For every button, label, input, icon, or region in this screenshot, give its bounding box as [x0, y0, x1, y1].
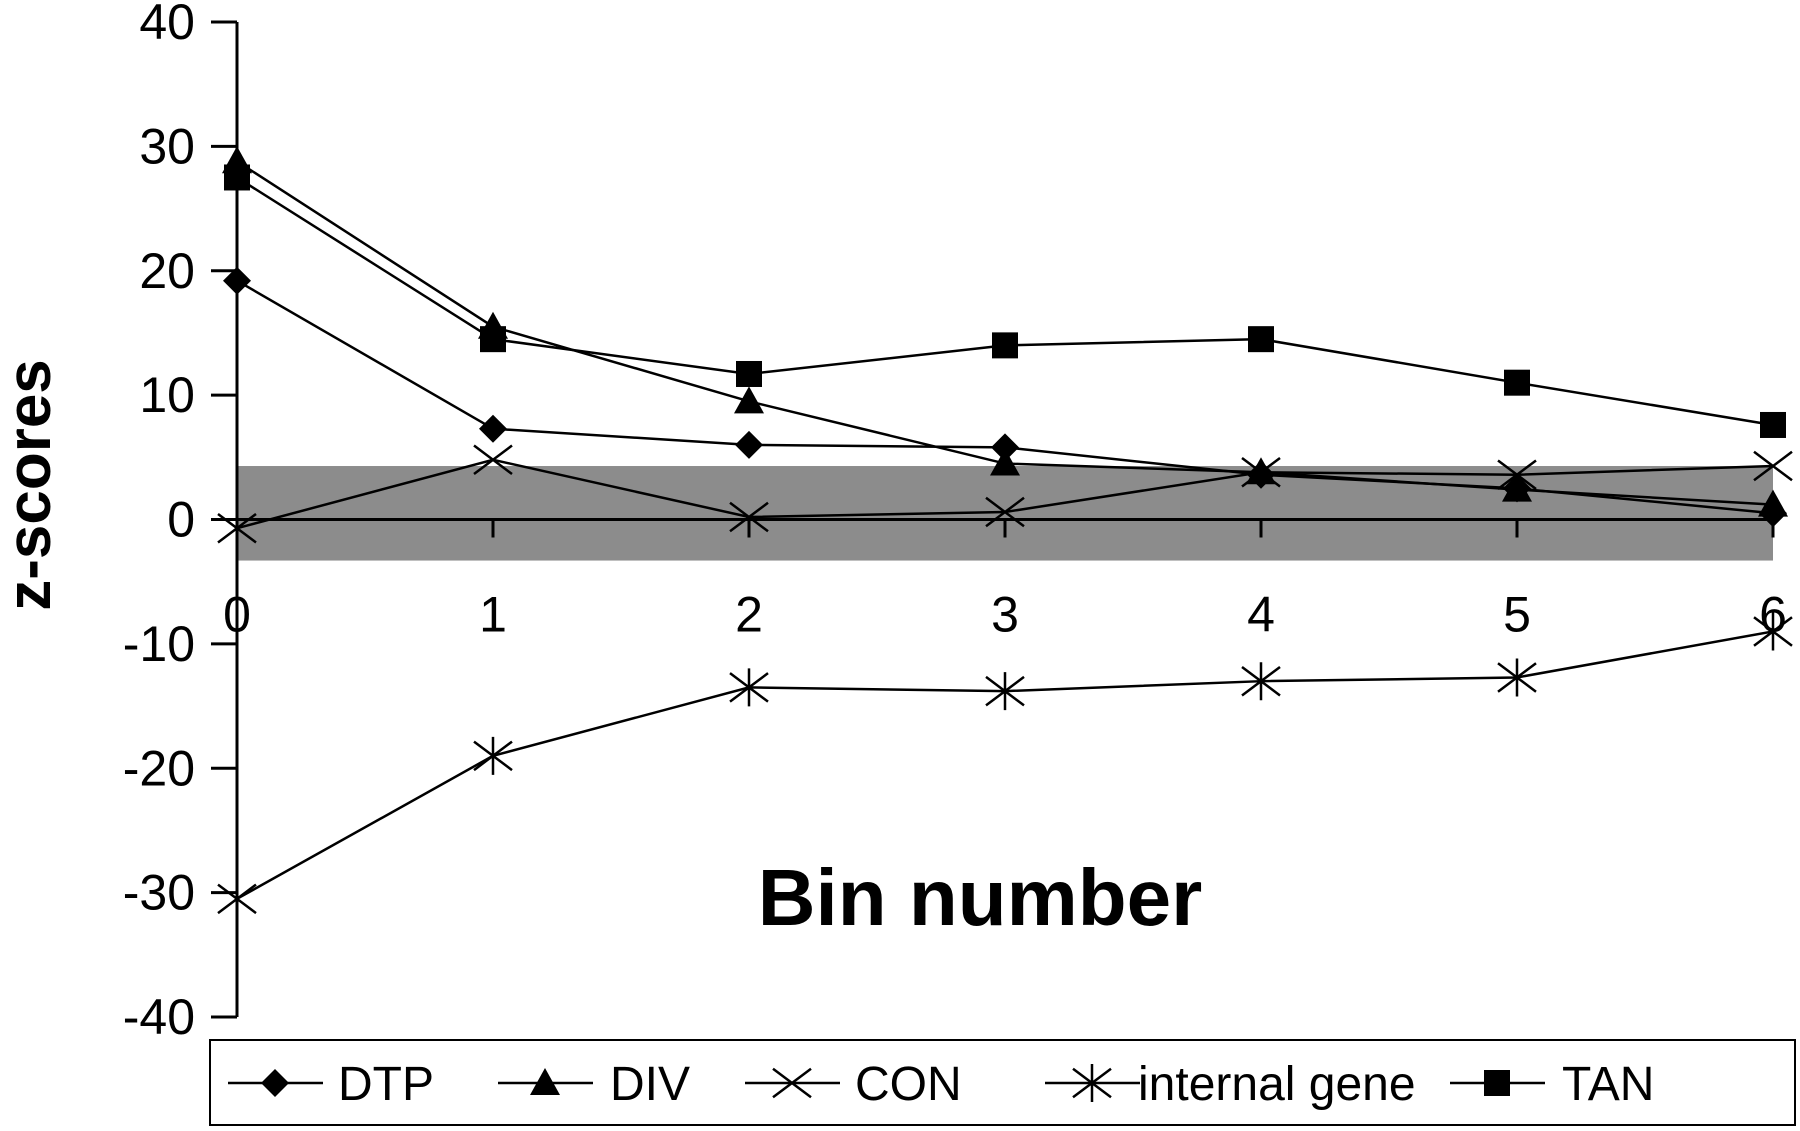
legend-marker-dtp — [261, 1069, 289, 1097]
data-point-con — [729, 501, 769, 533]
legend-label-con: CON — [855, 1058, 962, 1111]
y-tick-label: 30 — [139, 118, 195, 174]
legend-marker-tan — [1484, 1070, 1510, 1096]
data-point-tan — [1504, 369, 1530, 396]
y-tick-label: 40 — [139, 0, 195, 50]
data-point-div — [990, 448, 1020, 476]
x-tick-label: 2 — [735, 587, 763, 643]
legend-marker-con — [772, 1067, 812, 1099]
x-tick-label: 1 — [479, 587, 507, 643]
data-point-con — [1241, 456, 1281, 488]
data-point-div — [1502, 474, 1532, 502]
legend-label-div: DIV — [610, 1058, 690, 1111]
data-point-internal-gene — [985, 672, 1025, 711]
y-axis-title: z-scores — [0, 359, 64, 611]
data-point-internal-gene — [729, 668, 769, 707]
series-layer — [217, 146, 1793, 918]
x-tick-label: 0 — [223, 587, 251, 643]
legend-label-dtp: DTP — [338, 1058, 434, 1111]
data-point-tan — [1248, 326, 1274, 353]
data-point-tan — [480, 326, 506, 353]
legend-marker-internal-gene — [1072, 1064, 1112, 1102]
data-point-con — [473, 444, 513, 476]
data-point-con — [1497, 459, 1537, 490]
data-point-tan — [992, 332, 1018, 359]
x-tick-label: 4 — [1247, 587, 1275, 643]
x-tick-label: 5 — [1503, 587, 1531, 643]
legend-label-internal-gene: internal gene — [1138, 1058, 1416, 1111]
y-tick-label: 0 — [167, 492, 195, 548]
legend-item-internal-gene: internal gene — [1045, 1058, 1416, 1111]
data-point-dtp — [223, 266, 251, 295]
series-tan — [224, 164, 1786, 438]
legend-box — [209, 1039, 1796, 1126]
data-point-dtp — [479, 414, 507, 443]
y-tick-label: -40 — [123, 989, 195, 1045]
data-point-dtp — [735, 430, 763, 459]
data-point-internal-gene — [1753, 612, 1793, 651]
data-point-div — [734, 386, 764, 414]
data-point-con — [217, 512, 257, 544]
data-point-dtp — [991, 433, 1019, 462]
legend: DTP DIV CON internal gene TAN — [209, 1039, 1796, 1126]
series-line-tan — [236, 176, 1774, 427]
legend-marker-div — [530, 1068, 560, 1095]
data-point-internal-gene — [473, 736, 513, 775]
y-tick-label: 20 — [139, 243, 195, 299]
series-con — [217, 444, 1793, 544]
data-point-internal-gene — [217, 879, 257, 918]
data-point-con — [985, 496, 1025, 528]
x-tick-label: 6 — [1759, 587, 1787, 643]
legend-label-tan: TAN — [1562, 1058, 1654, 1111]
x-axis-title: Bin number — [758, 853, 1202, 942]
y-tick-label: -20 — [123, 740, 195, 796]
series-internal-gene — [217, 612, 1793, 918]
x-tick-label: 3 — [991, 587, 1019, 643]
legend-item-con: CON — [745, 1058, 962, 1111]
data-point-div — [1758, 489, 1788, 517]
legend-item-dtp: DTP — [228, 1058, 434, 1111]
series-div — [222, 146, 1788, 517]
legend-item-tan: TAN — [1450, 1058, 1654, 1111]
y-tick-label: -10 — [123, 616, 195, 672]
data-point-internal-gene — [1241, 662, 1281, 701]
legend-item-div: DIV — [498, 1058, 690, 1111]
data-point-tan — [736, 360, 762, 387]
data-point-tan — [224, 164, 250, 191]
data-point-internal-gene — [1497, 658, 1537, 697]
data-point-con — [1753, 450, 1793, 482]
tick-labels: 40 30 20 10 0 -10 -20 -30 -40 0 1 2 3 4 5 6 — [123, 0, 1787, 1045]
y-tick-label: 10 — [139, 367, 195, 423]
y-tick-label: -30 — [123, 865, 195, 921]
data-point-tan — [1760, 411, 1786, 438]
